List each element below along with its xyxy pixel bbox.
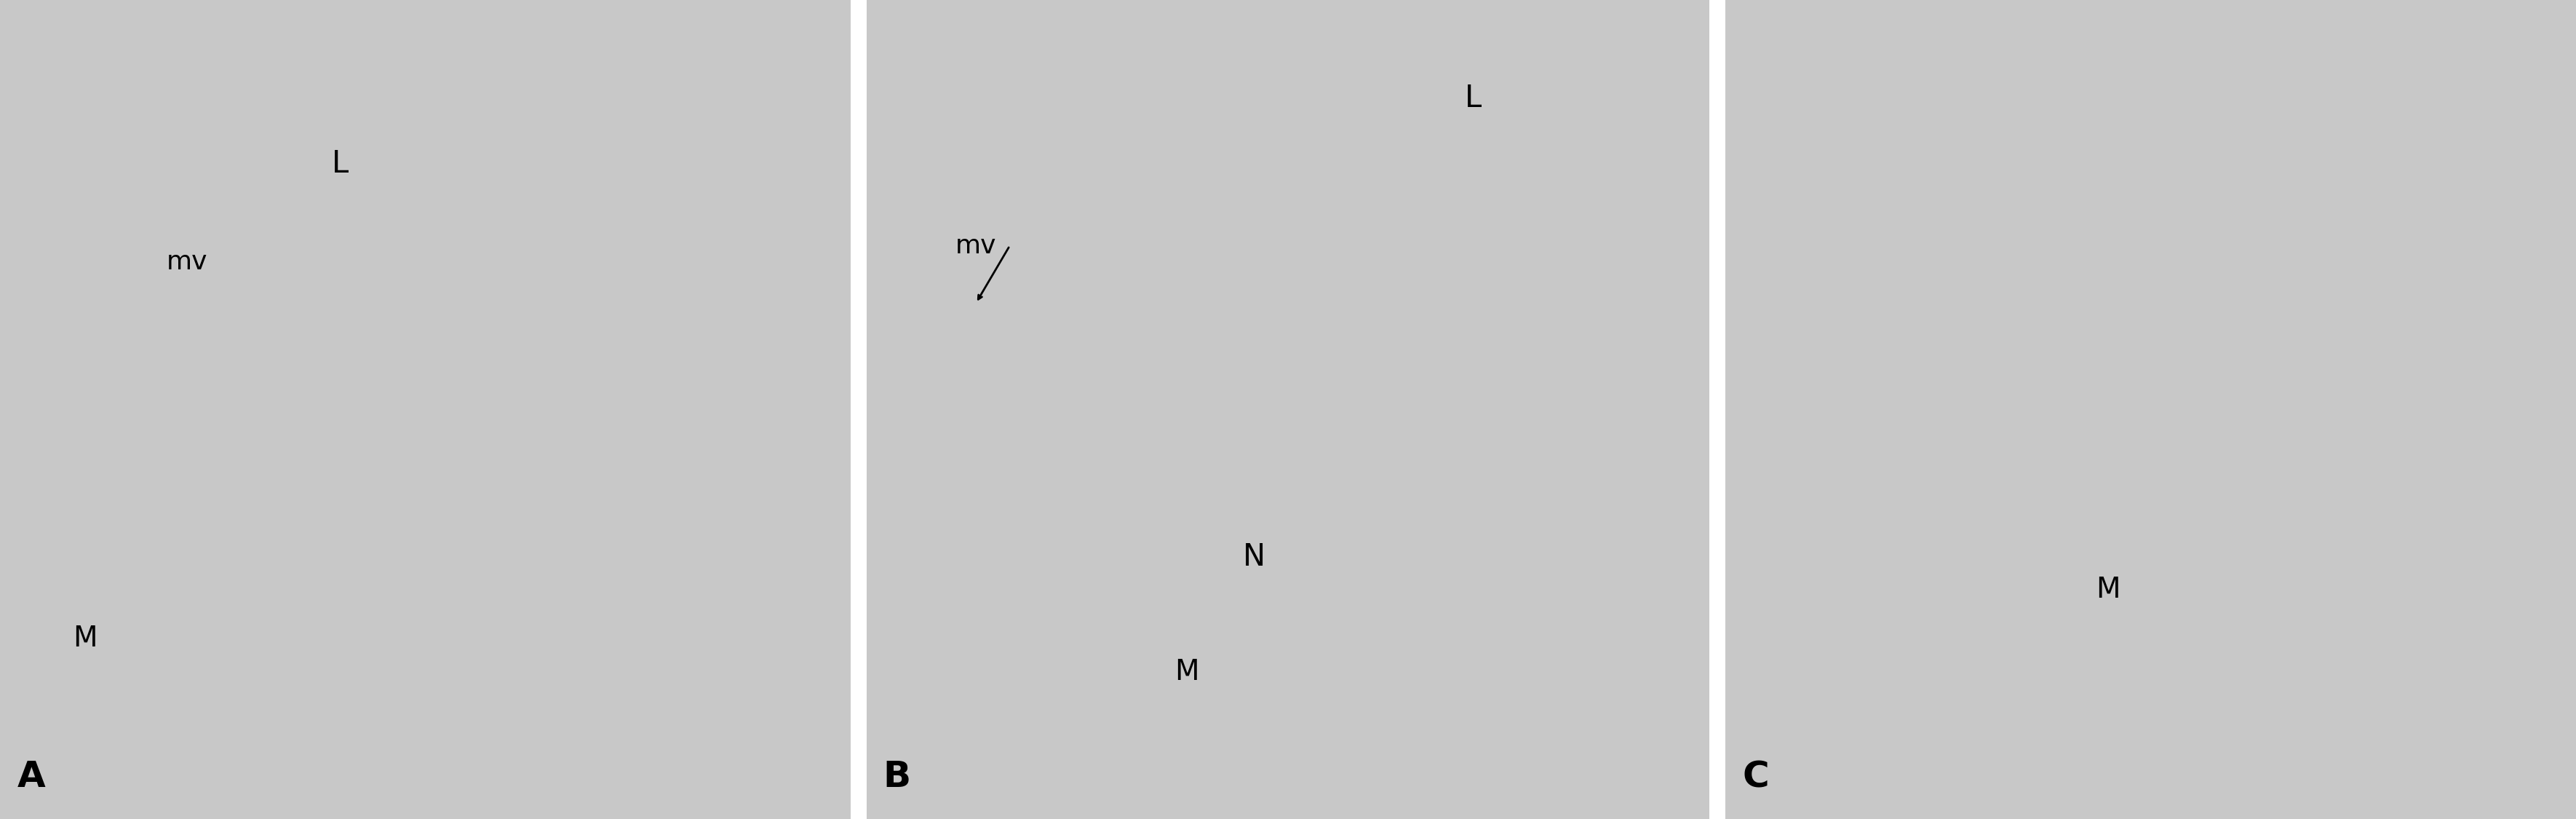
- Text: A: A: [18, 759, 46, 794]
- Text: B: B: [884, 759, 912, 794]
- Text: L: L: [1466, 83, 1481, 114]
- Text: mv: mv: [956, 233, 997, 258]
- Text: M: M: [2097, 576, 2120, 604]
- Text: N: N: [1244, 541, 1265, 572]
- Text: L: L: [332, 148, 348, 179]
- Text: C: C: [1741, 759, 1770, 794]
- Text: mv: mv: [167, 250, 209, 274]
- Text: M: M: [1175, 658, 1198, 686]
- Text: M: M: [72, 625, 98, 653]
